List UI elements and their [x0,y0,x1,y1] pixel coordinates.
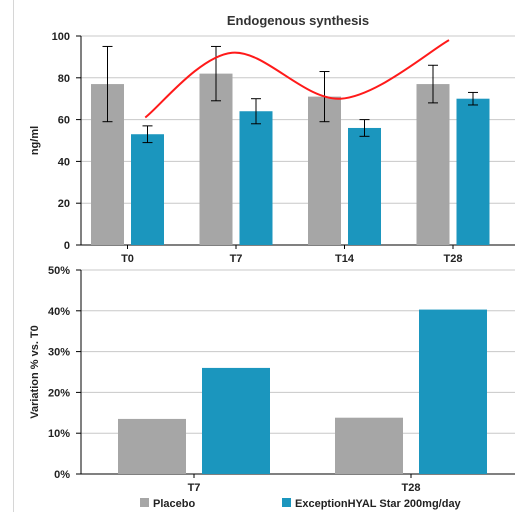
bar-treatment [456,98,490,245]
chart-title: Endogenous synthesis [227,13,369,28]
y-axis-label: ng/ml [29,126,41,155]
bar-treatment [239,111,273,246]
bar-placebo [199,73,233,246]
legend-label-treatment: ExceptionHYAL Star 200mg/day [295,498,462,510]
bar-treatment [419,309,487,474]
y-tick-label: 50% [48,265,70,277]
y-axis-label: Variation % vs. T0 [29,325,41,419]
legend-swatch-placebo [140,498,149,507]
bar-treatment [131,134,164,245]
y-tick-label: 0 [64,240,70,252]
page-left-border [13,0,14,512]
bar-placebo [416,84,450,245]
bar-placebo [335,417,403,474]
y-tick-label: 20 [58,198,70,210]
y-tick-label: 0% [54,469,70,481]
y-tick-label: 60 [58,115,70,127]
y-tick-label: 40% [48,306,70,318]
y-tick-label: 20% [48,387,70,399]
y-tick-label: 30% [48,347,70,359]
bar-placebo [118,418,186,474]
x-tick-label: T28 [444,253,463,265]
x-tick-label: T7 [188,482,201,494]
legend-label-placebo: Placebo [153,498,195,510]
y-tick-label: 80 [58,73,70,85]
trend-line [144,39,450,119]
x-tick-label: T0 [121,253,134,265]
legend-swatch-treatment [282,498,291,507]
bar-treatment [202,367,270,474]
y-tick-label: 10% [48,428,70,440]
y-tick-label: 100 [52,31,70,43]
y-tick-label: 40 [58,156,70,168]
x-tick-label: T28 [402,482,421,494]
x-tick-label: T7 [230,253,243,265]
bar-treatment [348,127,381,245]
x-tick-label: T14 [335,253,355,265]
